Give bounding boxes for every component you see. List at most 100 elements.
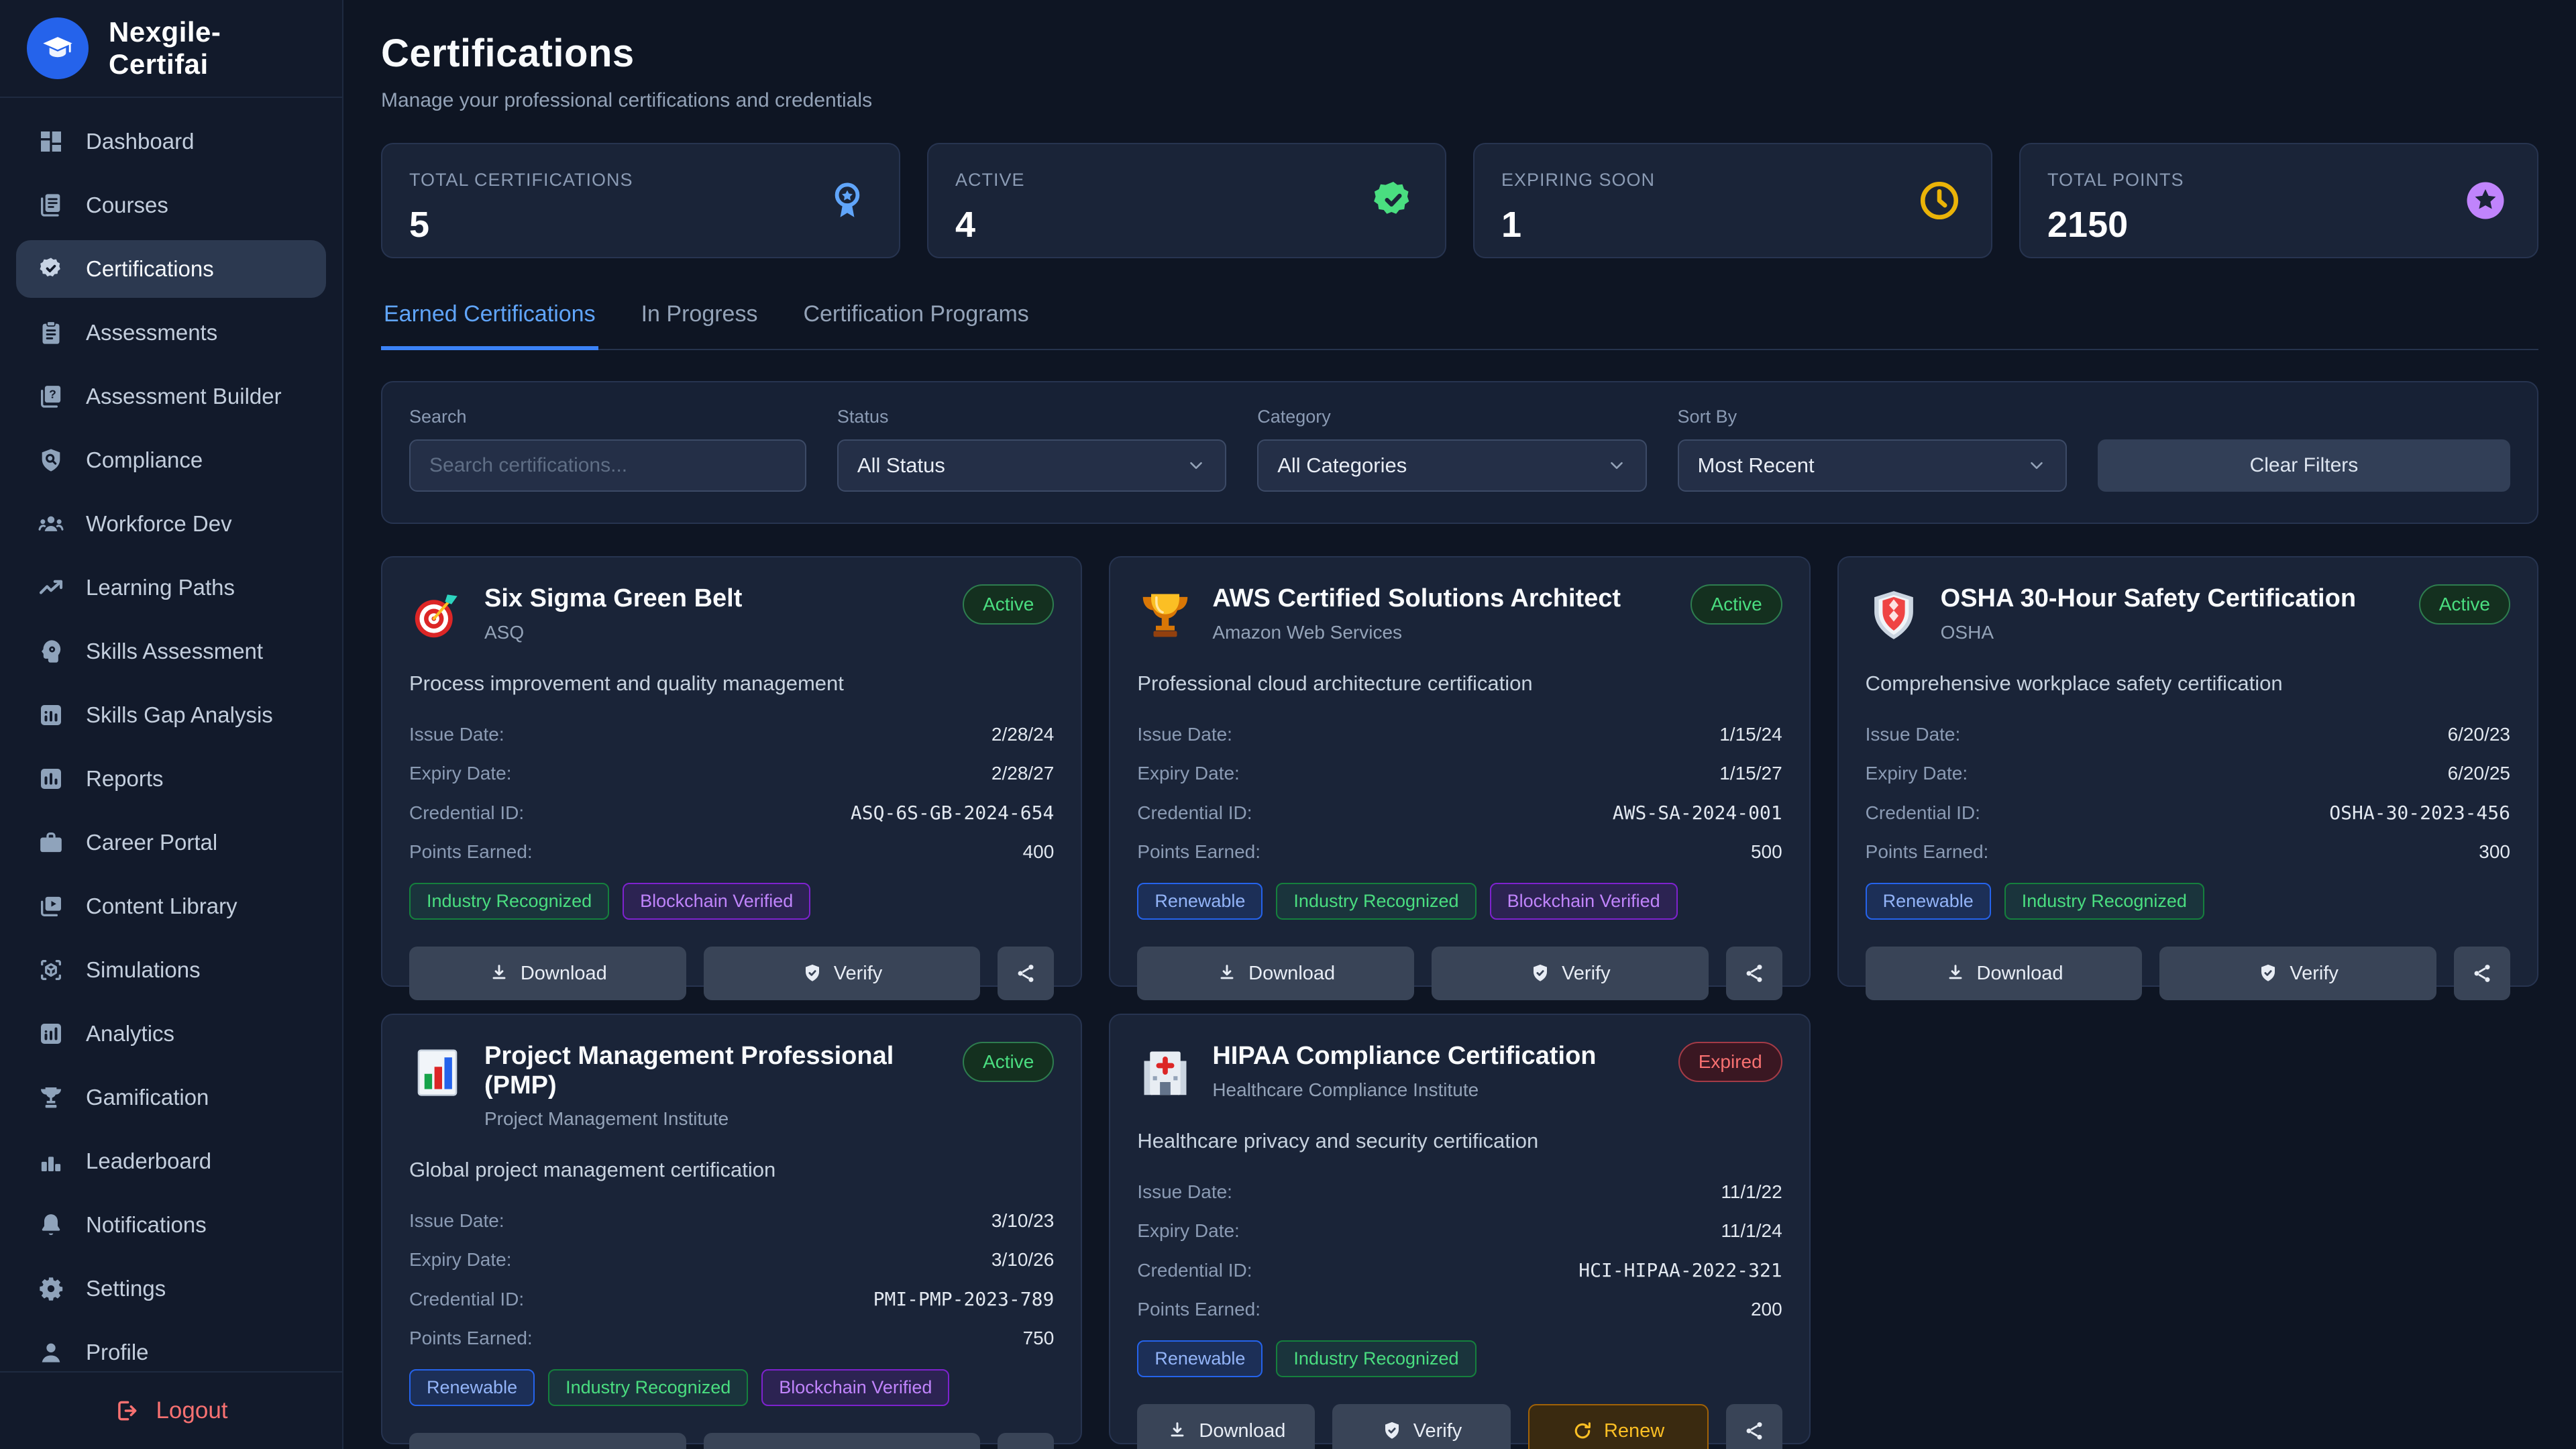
verify-button[interactable]: Verify [1332, 1404, 1510, 1449]
sidebar-item-settings[interactable]: Settings [16, 1260, 326, 1318]
certification-title: Project Management Professional (PMP) [484, 1042, 934, 1100]
sidebar-item-certifications[interactable]: Certifications [16, 240, 326, 298]
sidebar-item-skills-assessment[interactable]: Skills Assessment [16, 623, 326, 680]
card-titles: OSHA 30-Hour Safety CertificationOSHA [1941, 584, 2391, 643]
detail-label: Expiry Date: [409, 763, 512, 784]
certification-issuer: Healthcare Compliance Institute [1212, 1079, 1650, 1101]
detail-label: Issue Date: [1866, 724, 1961, 745]
verify-button[interactable]: Verify [704, 947, 981, 1000]
sidebar-item-simulations[interactable]: Simulations [16, 941, 326, 999]
renew-button[interactable]: Renew [1528, 1404, 1709, 1449]
download-button[interactable]: Download [409, 947, 686, 1000]
certification-issuer: Amazon Web Services [1212, 622, 1662, 643]
logout-label: Logout [156, 1397, 227, 1424]
status-select[interactable]: All Status [837, 439, 1226, 492]
tab-earned-certifications[interactable]: Earned Certifications [381, 297, 598, 350]
sidebar-item-gamification[interactable]: Gamification [16, 1069, 326, 1126]
share-button[interactable] [2454, 947, 2510, 1000]
detail-row: Credential ID:HCI-HIPAA-2022-321 [1137, 1259, 1782, 1281]
chevron-down-icon [1186, 455, 1206, 476]
sidebar-item-profile[interactable]: Profile [16, 1324, 326, 1371]
verify-button[interactable]: Verify [704, 1433, 981, 1449]
download-button[interactable]: Download [1137, 1404, 1315, 1449]
sidebar-item-courses[interactable]: Courses [16, 176, 326, 234]
download-button-label: Download [1199, 1420, 1285, 1442]
status-label: Status [837, 407, 1226, 427]
page-subtitle: Manage your professional certifications … [381, 89, 2538, 112]
credential-id: OSHA-30-2023-456 [2329, 802, 2510, 824]
share-icon [1743, 1419, 1766, 1442]
star-circle-icon [2463, 178, 2508, 223]
sidebar-item-learning-paths[interactable]: Learning Paths [16, 559, 326, 616]
detail-row: Credential ID:OSHA-30-2023-456 [1866, 802, 2510, 824]
certification-card: AWS Certified Solutions ArchitectAmazon … [1109, 556, 1810, 987]
sidebar-item-label: Workforce Dev [86, 511, 232, 537]
stat-value: 2150 [2047, 204, 2510, 246]
share-button[interactable] [998, 947, 1054, 1000]
search-input[interactable] [429, 454, 786, 477]
sidebar-item-career-portal[interactable]: Career Portal [16, 814, 326, 871]
sidebar-item-notifications[interactable]: Notifications [16, 1196, 326, 1254]
stats-row: TOTAL CERTIFICATIONS5ACTIVE4EXPIRING SOO… [381, 143, 2538, 258]
share-button[interactable] [1726, 947, 1782, 1000]
sidebar-item-skills-gap-analysis[interactable]: Skills Gap Analysis [16, 686, 326, 744]
chevron-down-icon [1607, 455, 1627, 476]
sort-select[interactable]: Most Recent [1678, 439, 2067, 492]
reports-icon [38, 765, 64, 792]
verify-button-label: Verify [834, 963, 883, 985]
download-button-label: Download [521, 963, 607, 985]
brand-logo [27, 17, 89, 79]
badge-check-icon [1371, 178, 1415, 223]
trophy-icon [1137, 587, 1193, 643]
dart-target-icon [409, 587, 466, 643]
status-badge: Expired [1678, 1042, 1782, 1082]
sidebar-item-assessment-builder[interactable]: ?Assessment Builder [16, 368, 326, 425]
tab-in-progress[interactable]: In Progress [639, 297, 761, 350]
badge-industry-recognized: Industry Recognized [1276, 1340, 1476, 1377]
sidebar-item-assessments[interactable]: Assessments [16, 304, 326, 362]
clear-filters-button[interactable]: Clear Filters [2098, 439, 2510, 492]
badge-list: RenewableIndustry Recognized [1137, 1340, 1782, 1377]
settings-icon [38, 1275, 64, 1302]
detail-row: Expiry Date:6/20/25 [1866, 763, 2510, 784]
download-button[interactable]: Download [1866, 947, 2143, 1000]
category-select-value: All Categories [1277, 453, 1407, 478]
download-button[interactable]: Download [409, 1433, 686, 1449]
status-badge: Active [963, 584, 1054, 625]
sidebar-item-leaderboard[interactable]: Leaderboard [16, 1132, 326, 1190]
card-header: AWS Certified Solutions ArchitectAmazon … [1137, 584, 1782, 643]
download-button[interactable]: Download [1137, 947, 1414, 1000]
logout-button[interactable]: Logout [114, 1397, 227, 1424]
share-button[interactable] [1726, 1404, 1782, 1449]
sidebar-item-reports[interactable]: Reports [16, 750, 326, 808]
points-earned: 400 [1023, 841, 1055, 863]
stat-card-total-points: TOTAL POINTS2150 [2019, 143, 2538, 258]
badge-list: RenewableIndustry Recognized [1866, 883, 2510, 920]
workforce-dev-icon [38, 511, 64, 537]
sidebar-item-analytics[interactable]: Analytics [16, 1005, 326, 1063]
share-button[interactable] [998, 1433, 1054, 1449]
bar-chart-icon [409, 1044, 466, 1101]
download-button-label: Download [1248, 963, 1335, 985]
category-select[interactable]: All Categories [1257, 439, 1646, 492]
tab-certification-programs[interactable]: Certification Programs [800, 297, 1031, 350]
sidebar-item-dashboard[interactable]: Dashboard [16, 113, 326, 170]
points-earned: 200 [1751, 1299, 1782, 1320]
detail-row: Credential ID:AWS-SA-2024-001 [1137, 802, 1782, 824]
award-icon [825, 178, 869, 223]
badge-industry-recognized: Industry Recognized [409, 883, 609, 920]
analytics-icon [38, 1020, 64, 1047]
search-input-wrap [409, 439, 806, 492]
verify-button[interactable]: Verify [2159, 947, 2436, 1000]
credential-id: HCI-HIPAA-2022-321 [1578, 1259, 1782, 1281]
verify-button[interactable]: Verify [1432, 947, 1709, 1000]
brand-header: Nexgile-Certifai [0, 0, 342, 98]
sidebar-item-workforce-dev[interactable]: Workforce Dev [16, 495, 326, 553]
detail-label: Issue Date: [409, 724, 504, 745]
sidebar-nav: Dashboard Courses Certifications Assessment… [0, 98, 342, 1371]
compliance-icon [38, 447, 64, 474]
sidebar-item-compliance[interactable]: Compliance [16, 431, 326, 489]
status-field: Status All Status [837, 407, 1226, 492]
sidebar-item-content-library[interactable]: Content Library [16, 877, 326, 935]
issue-date: 1/15/24 [1719, 724, 1782, 745]
